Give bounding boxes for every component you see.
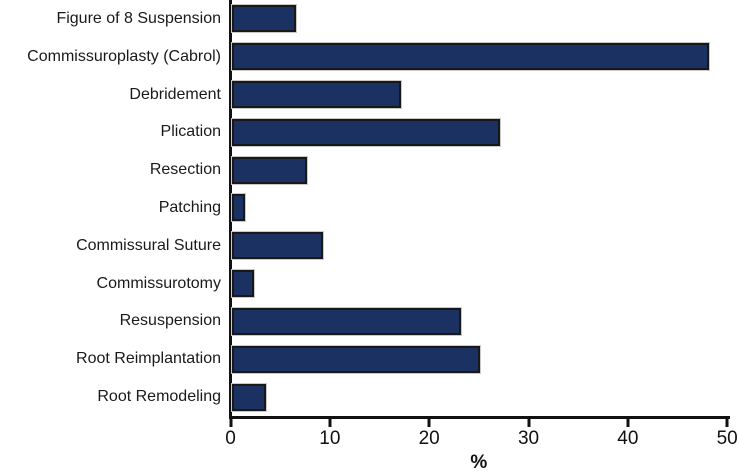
x-tick-label: 40 [617,428,639,449]
bar-track [229,37,739,76]
category-label: Plication [160,123,221,141]
category-label: Debridement [129,85,221,103]
x-tick-label: 10 [319,428,341,449]
category-label: Commissurotomy [96,274,221,292]
bar-track [229,340,739,379]
x-tick [725,419,729,427]
chart-row: Patching [0,189,739,227]
chart-row: Root Remodeling [0,378,739,416]
category-label: Commissuroplasty (Cabrol) [27,47,221,65]
chart-plot-area: Figure of 8 Suspension Commissuroplasty (… [0,0,739,416]
category-label: Patching [158,198,221,216]
bar-track [229,75,739,114]
bar [232,194,245,222]
bar [232,118,501,146]
bar-track [229,264,739,303]
category-label: Resection [149,161,221,179]
bar-track [229,113,739,152]
bar [232,270,254,298]
category-label: Root Reimplantation [76,350,221,368]
bar-track [229,378,739,416]
category-label: Figure of 8 Suspension [56,9,221,27]
bar [232,307,461,335]
x-axis-label: % [470,452,488,473]
x-tick [527,419,531,427]
bar-track [229,0,739,38]
chart-row: Resection [0,151,739,190]
category-label: Resuspension [119,312,221,330]
x-tick [626,419,630,427]
chart-row: Debridement [0,75,739,114]
chart-row: Commissurotomy [0,264,739,303]
bar-track [229,189,739,227]
x-tick-label: 0 [225,428,236,449]
x-tick-label: 50 [716,428,738,449]
chart-row: Figure of 8 Suspension [0,0,739,38]
chart-row: Commissuroplasty (Cabrol) [0,37,739,76]
chart-row: Root Reimplantation [0,340,739,379]
x-tick [229,419,232,427]
chart-row: Commissural Suture [0,226,739,265]
chart-row: Plication [0,113,739,152]
chart-row: Resuspension [0,302,739,341]
bar [232,345,481,373]
bar-track [229,151,739,190]
x-tick-label: 20 [418,428,440,449]
bar [232,81,401,109]
bar-track [229,226,739,265]
category-label: Commissural Suture [76,236,221,254]
x-tick-label: 30 [517,428,540,449]
bar [232,232,324,260]
x-tick [328,419,332,427]
x-tick [427,419,431,427]
bar [232,5,296,33]
x-axis: % 0 10 20 30 40 50 [225,416,738,475]
bar [232,383,266,411]
bar [232,43,709,71]
bar-track [229,302,739,341]
category-label: Root Remodeling [97,388,221,406]
bar [232,156,307,184]
